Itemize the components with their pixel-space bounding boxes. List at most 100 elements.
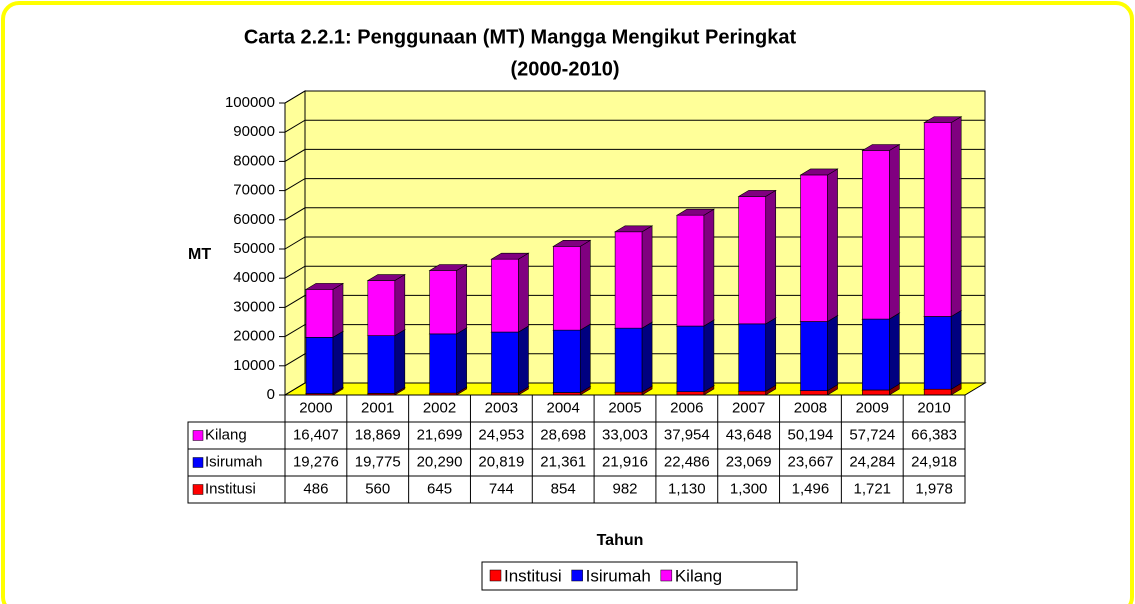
y-tick-label: 40000 <box>233 269 275 286</box>
x-tick-label: 2009 <box>856 399 889 416</box>
bar-side <box>641 321 653 393</box>
data-label: 21,916 <box>602 453 648 470</box>
data-label: 19,276 <box>293 453 339 470</box>
bar-side <box>703 319 715 393</box>
bar <box>491 258 519 333</box>
bar-side <box>456 327 467 394</box>
x-tick-label: 2007 <box>732 399 765 416</box>
bar <box>305 289 334 338</box>
bar-top <box>675 208 715 216</box>
data-label: 22,486 <box>664 453 710 470</box>
x-tick-label: 2003 <box>485 399 518 416</box>
table-legend-key <box>192 457 204 468</box>
x-tick-label: 2005 <box>608 399 641 416</box>
y-tick-label: 70000 <box>233 182 275 199</box>
x-axis-label: Tahun <box>597 532 644 549</box>
data-label: 982 <box>612 480 637 497</box>
table-row-label: Institusi <box>205 480 256 497</box>
bar <box>614 327 643 393</box>
x-tick-label: 2001 <box>361 399 394 416</box>
grid-line <box>284 178 985 192</box>
grid-line <box>284 90 985 104</box>
x-tick-label: 2002 <box>423 399 456 416</box>
data-label: 18,869 <box>355 426 401 443</box>
bar-side <box>765 189 777 325</box>
bar-side <box>332 330 344 395</box>
bar <box>862 150 890 320</box>
bar-top <box>366 274 406 281</box>
data-label: 744 <box>489 480 514 497</box>
bar <box>800 174 828 322</box>
data-label: 16,407 <box>293 426 339 443</box>
bar-side <box>889 312 900 391</box>
bar <box>305 336 334 394</box>
y-tick-label: 0 <box>267 386 275 403</box>
bar <box>367 335 396 394</box>
data-label: 33,003 <box>602 426 648 443</box>
legend-key <box>489 569 502 582</box>
data-label: 645 <box>427 480 452 497</box>
table-legend-key <box>192 484 204 495</box>
chart-title: Carta 2.2.1: Penggunaan (MT) Mangga Meng… <box>244 26 797 48</box>
legend-label: Isirumah <box>586 566 651 585</box>
grid-line <box>284 148 985 162</box>
bar-side <box>950 309 962 390</box>
data-label: 24,918 <box>911 453 957 470</box>
bar-side <box>641 225 653 329</box>
bar-side <box>703 208 715 327</box>
bar-top <box>428 264 468 271</box>
data-label: 20,290 <box>417 453 463 470</box>
bar-side <box>394 329 406 394</box>
data-label: 854 <box>551 480 576 497</box>
bar <box>923 388 952 396</box>
bar-side <box>579 239 591 331</box>
bar <box>491 331 519 394</box>
bar <box>676 214 705 327</box>
table-row-label: Isirumah <box>205 453 263 470</box>
bar-top <box>923 116 963 123</box>
y-tick-label: 10000 <box>233 357 275 374</box>
bar-top <box>552 240 592 247</box>
bar <box>862 389 890 396</box>
y-tick-label: 80000 <box>233 152 275 169</box>
data-label: 50,194 <box>788 426 834 443</box>
bar-side <box>579 323 591 394</box>
bar-side <box>518 325 529 394</box>
data-label: 24,284 <box>849 453 895 470</box>
data-label: 1,130 <box>668 480 706 497</box>
data-label: 20,819 <box>478 453 524 470</box>
bar-top <box>490 252 530 260</box>
data-label: 1,496 <box>792 480 830 497</box>
y-tick-label: 90000 <box>233 123 275 140</box>
table-row-label: Kilang <box>205 426 247 443</box>
bar-side <box>827 168 838 323</box>
y-tick-label: 30000 <box>233 298 275 315</box>
data-label: 24,953 <box>478 426 524 443</box>
bar-side <box>518 252 529 333</box>
bar-top <box>304 283 345 290</box>
data-label: 57,724 <box>849 426 895 443</box>
legend-label: Kilang <box>675 566 722 585</box>
legend-key <box>660 569 673 582</box>
x-tick-label: 2008 <box>794 399 827 416</box>
data-label: 19,775 <box>355 453 401 470</box>
data-label: 21,699 <box>417 426 463 443</box>
bar-side <box>889 143 900 320</box>
legend-key <box>571 569 583 582</box>
y-tick-label: 100000 <box>225 94 275 111</box>
bar <box>552 246 581 331</box>
chart-title: (2000-2010) <box>511 58 620 80</box>
data-label: 43,648 <box>726 426 772 443</box>
data-label: 1,978 <box>915 480 953 497</box>
bar <box>676 325 705 393</box>
bar <box>800 390 828 396</box>
data-label: 28,698 <box>540 426 586 443</box>
data-label: 23,667 <box>788 453 834 470</box>
x-tick-label: 2010 <box>917 399 950 416</box>
legend-box <box>481 561 798 591</box>
y-axis-label: MT <box>188 246 211 263</box>
bar-side <box>332 282 344 338</box>
bar <box>862 318 890 391</box>
bar <box>738 323 767 392</box>
x-tick-label: 2000 <box>299 399 332 416</box>
